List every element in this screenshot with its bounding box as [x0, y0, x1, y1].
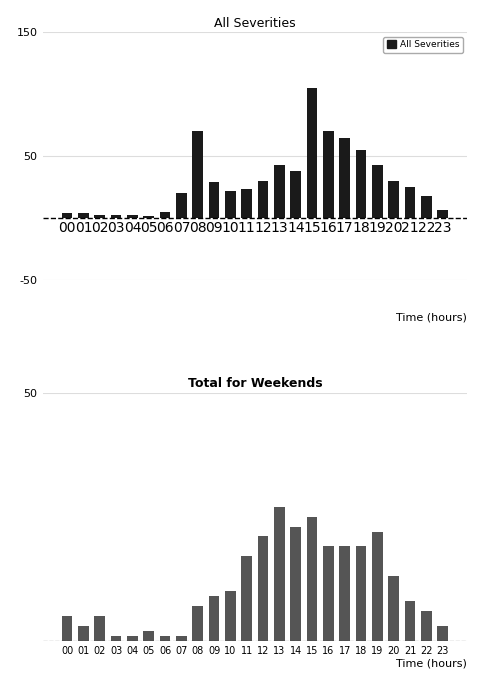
X-axis label: Time (hours): Time (hours): [396, 658, 468, 669]
Bar: [242, 556, 252, 640]
Bar: [143, 631, 154, 640]
Bar: [356, 547, 366, 640]
Bar: [339, 138, 350, 219]
Bar: [389, 576, 399, 640]
Bar: [421, 611, 432, 640]
Bar: [405, 187, 415, 219]
Bar: [421, 196, 432, 219]
Bar: [307, 88, 318, 219]
Title: All Severities: All Severities: [214, 16, 296, 29]
Bar: [78, 626, 89, 640]
Bar: [160, 212, 170, 219]
Bar: [94, 214, 105, 219]
Bar: [193, 132, 203, 219]
Bar: [111, 214, 121, 219]
Bar: [258, 536, 269, 640]
Bar: [290, 527, 301, 640]
Bar: [258, 181, 269, 219]
Bar: [405, 601, 415, 640]
Bar: [389, 181, 399, 219]
Bar: [438, 626, 448, 640]
Title: Total for Weekends: Total for Weekends: [188, 377, 322, 390]
Bar: [78, 213, 89, 219]
Bar: [307, 516, 318, 640]
Bar: [356, 150, 366, 219]
Bar: [274, 165, 285, 219]
Bar: [94, 616, 105, 640]
Bar: [143, 216, 154, 219]
Bar: [160, 636, 170, 640]
Bar: [225, 591, 236, 640]
Bar: [438, 210, 448, 219]
Bar: [339, 547, 350, 640]
Bar: [62, 213, 73, 219]
Bar: [242, 188, 252, 219]
Bar: [209, 182, 219, 219]
Bar: [176, 636, 187, 640]
Bar: [225, 191, 236, 219]
Bar: [274, 507, 285, 640]
Text: Time (hours): Time (hours): [396, 312, 468, 323]
Bar: [372, 165, 383, 219]
Bar: [193, 606, 203, 640]
Bar: [372, 532, 383, 640]
Bar: [127, 636, 138, 640]
Bar: [209, 596, 219, 640]
Legend: All Severities: All Severities: [383, 37, 463, 53]
Bar: [323, 132, 334, 219]
Bar: [111, 636, 121, 640]
Bar: [323, 547, 334, 640]
Bar: [127, 214, 138, 219]
Bar: [176, 193, 187, 219]
Bar: [62, 616, 73, 640]
Bar: [290, 171, 301, 219]
